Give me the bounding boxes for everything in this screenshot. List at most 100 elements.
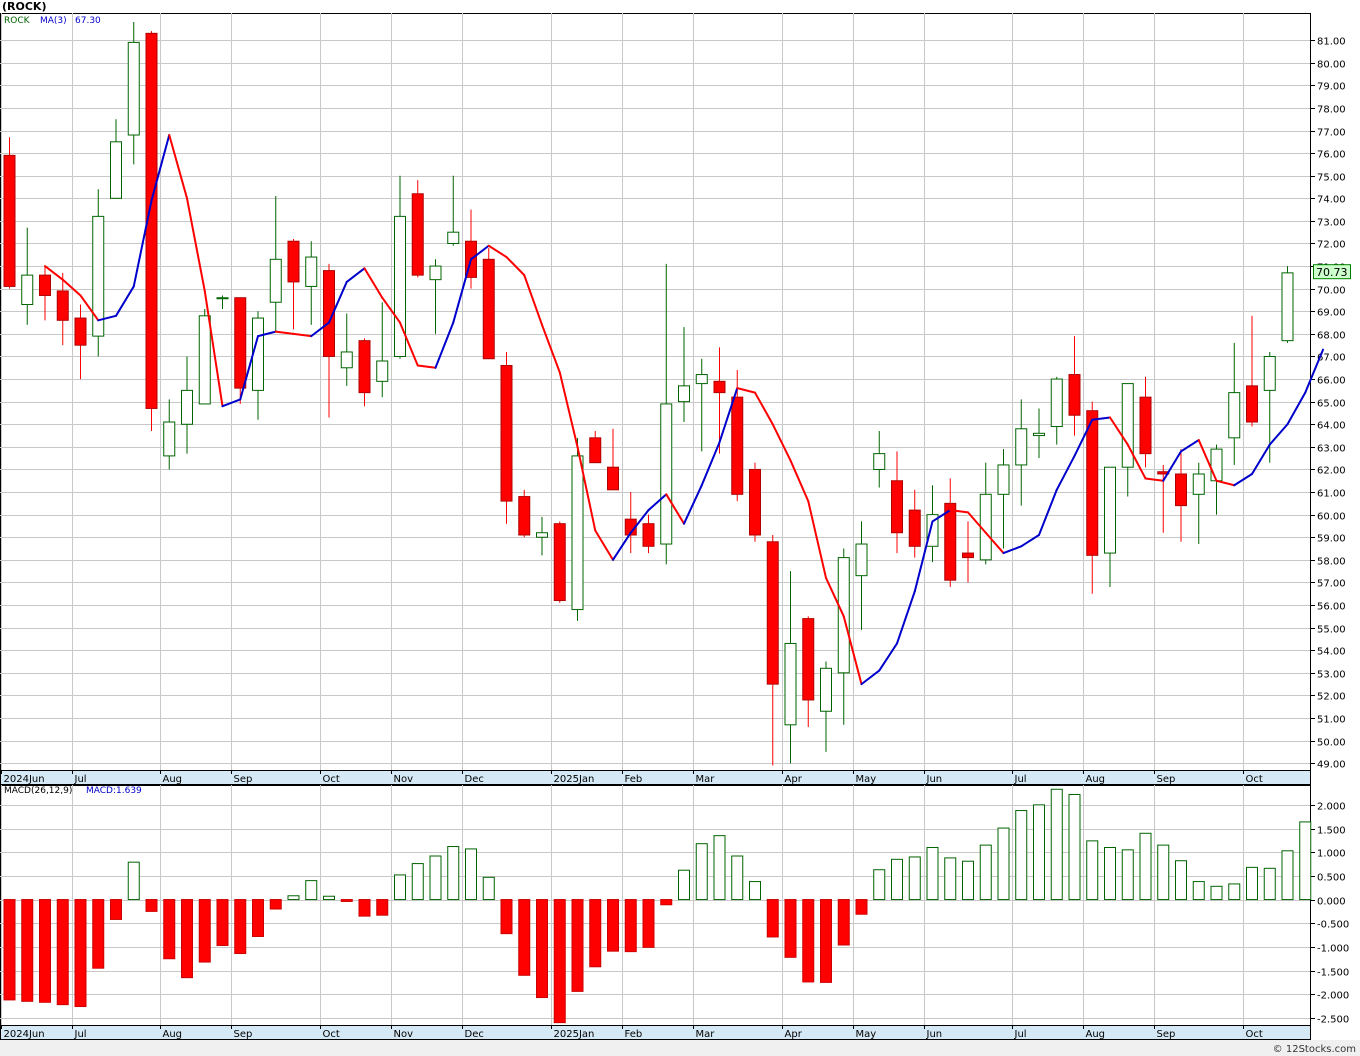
candle-body [429,265,442,281]
date-tick-label: Dec [465,1029,484,1040]
candle-body [252,317,264,391]
ma-segment [470,244,490,261]
price-tick-label: 50.00 [1317,738,1346,749]
ma-segment [647,493,668,512]
ma-segment [754,391,774,426]
price-tick-label: 49.00 [1317,760,1346,771]
macd-bar [269,899,282,910]
ma-segment [328,280,348,324]
price-tick-label: 80.00 [1317,60,1346,71]
date-tick-label: Jul [74,774,87,785]
price-tick-label: 54.00 [1317,647,1346,658]
ma-segment [1055,454,1076,491]
macd-bar [39,899,51,1003]
ma-segment [1268,423,1289,446]
macd-bar [962,860,974,901]
macd-bar [216,899,229,946]
price-tick-label: 57.00 [1317,579,1346,590]
price-tick-label: 62.00 [1317,466,1346,477]
ma-segment [523,274,543,326]
macd-bar [873,869,886,901]
price-tick-label: 55.00 [1317,625,1346,636]
candle-body [358,340,371,394]
macd-bar [784,899,797,958]
ma-segment [771,423,792,462]
price-tick-label: 64.00 [1317,421,1346,432]
date-tick-label: Aug [163,774,183,785]
date-tick-label: Dec [465,774,484,785]
price-tick-label: 59.00 [1317,534,1346,545]
candle-body [216,297,229,300]
ma-segment [416,364,437,369]
ma-segment [310,321,330,338]
ma-segment [97,314,117,322]
ma-segment [1251,443,1271,475]
candle-body [926,514,939,547]
macd-bar [234,899,247,955]
ma-segment [239,335,259,401]
date-tick-label: May [856,1029,877,1040]
price-tick-label: 70.00 [1317,286,1346,297]
ma-segment [1073,418,1094,457]
date-tick-label: Jun [926,1029,943,1040]
price-tick-label: 65.00 [1317,399,1346,410]
candle-body [962,552,974,559]
macd-bar [1192,881,1205,901]
price-tick-label: 53.00 [1317,670,1346,681]
date-tick-label: Aug [1086,774,1106,785]
price-tick-label: 73.00 [1317,218,1346,229]
ma-segment [399,321,419,367]
ma-segment [967,511,987,534]
candle-body [784,642,797,726]
macd-bar [678,869,690,901]
macd-bar [110,899,122,920]
candle-body [1263,355,1276,391]
candle-body [1210,448,1223,482]
macd-tick-label: -2.000 [1317,991,1349,1002]
candle-body [340,351,353,369]
candle-body [1246,385,1258,423]
macd-tick-label: -2.500 [1317,1015,1349,1026]
macd-bar [447,846,460,901]
price-tick-label: 77.00 [1317,128,1346,139]
date-tick-label: Oct [1246,1029,1263,1040]
date-tick-label: Oct [1246,774,1263,785]
price-tick-label: 66.00 [1317,376,1346,387]
macd-bar [500,899,513,935]
candle-body [376,360,389,382]
ma-segment [203,289,224,408]
ma-segment [612,531,632,561]
date-tick-label: Sep [234,1029,253,1040]
macd-bar [1210,885,1223,901]
macd-bar [1050,788,1063,901]
candle-body [110,141,122,199]
macd-tick-label: -1.000 [1317,944,1349,955]
candle-body [660,403,673,545]
macd-bar [908,856,921,901]
ma-segment [541,323,561,374]
last-price-label: 70.73 [1316,266,1348,279]
candle-body [536,532,548,538]
macd-tick-label: 1.000 [1317,849,1346,860]
ma-segment [363,267,384,299]
candle-body [1068,374,1081,416]
candle-body [198,315,211,405]
ma-segment [487,244,508,259]
ma-segment [1233,472,1253,487]
macd-bar [394,874,406,901]
macd-bar [553,899,566,1024]
price-tick-label: 72.00 [1317,240,1346,251]
candle-body [1192,473,1205,495]
macd-bar [944,857,957,901]
macd-bar [1015,810,1028,901]
ma-segment [186,197,206,292]
ma-segment [44,265,64,281]
macd-bar [358,899,371,917]
ma-segment [115,285,135,317]
candle-body [908,509,921,547]
macd-bar [181,899,193,979]
price-tick-label: 52.00 [1317,692,1346,703]
macd-bar [145,899,158,912]
macd-bar [624,899,637,953]
